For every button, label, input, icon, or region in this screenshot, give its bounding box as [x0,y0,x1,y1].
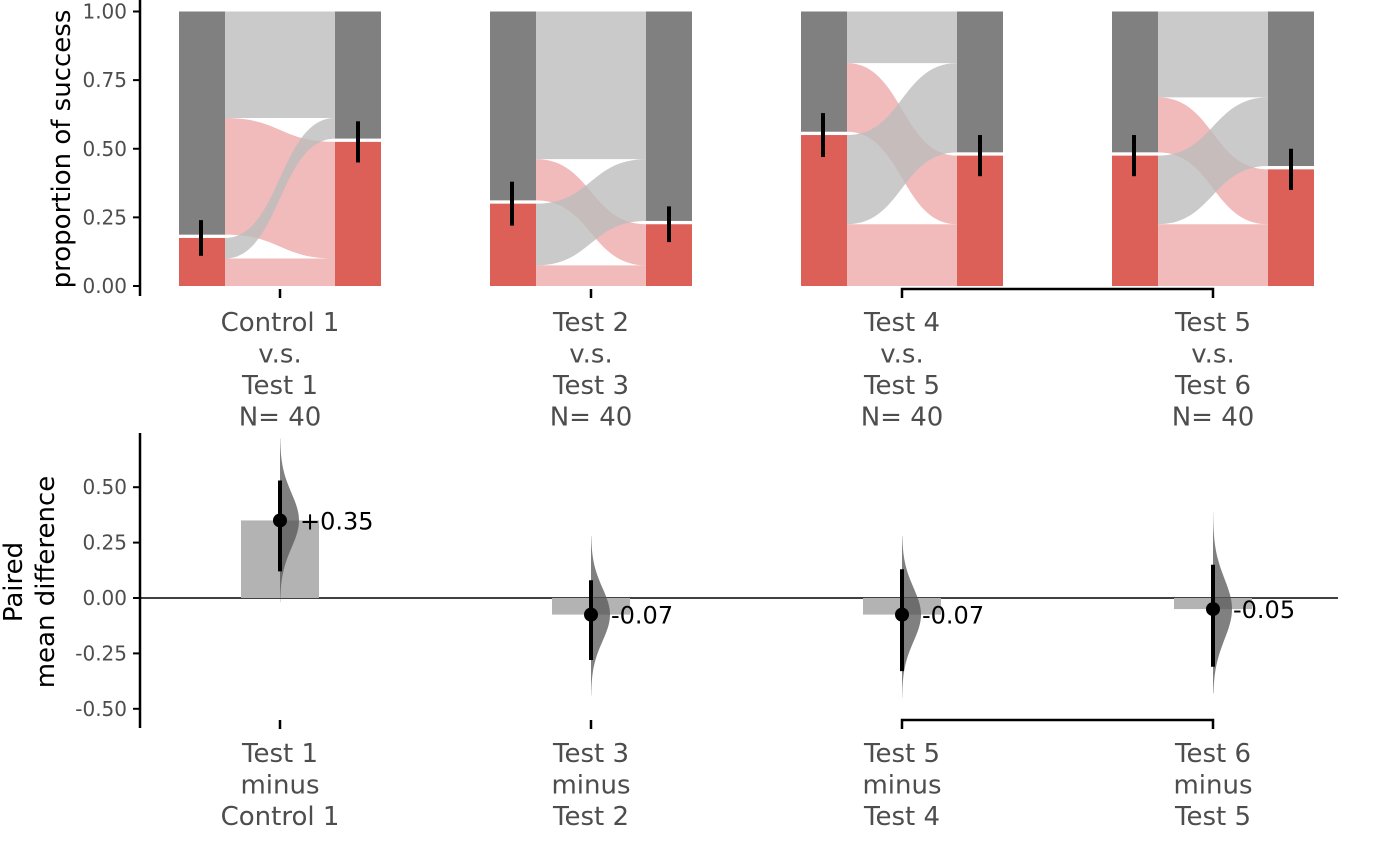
bootstrap-distribution [1213,511,1232,694]
top-y-tick-label: 1.00 [82,0,127,24]
bottom-y-tick-label: -0.50 [75,697,127,721]
bottom-y-axis-title-line-1: Paired [0,542,29,622]
effect-size-label: -0.07 [922,602,984,630]
effect-point [895,607,909,622]
bottom-x-tick-label: minus [862,771,941,801]
bottom-y-tick-label: 0.50 [82,475,127,499]
bottom-x-tick-label: Control 1 [221,802,340,832]
bottom-x-tick-label: Test 5 [1174,802,1251,832]
effect-size-label: +0.35 [300,507,374,535]
bottom-x-tick-label: Test 4 [863,802,940,832]
top-y-tick-label: 0.50 [82,137,127,161]
bottom-x-tick-label: Test 3 [552,739,629,769]
top-y-tick-label: 0.25 [82,205,127,229]
top-x-tick-label: N= 40 [550,403,633,433]
bar-after-failure [646,11,692,221]
effect-point [584,607,598,622]
flow-success-to-failure [1158,97,1268,225]
flow-success-to-failure [847,63,957,225]
effect-size-label: -0.05 [1233,596,1295,624]
top-x-tick-label: Control 1 [221,308,340,338]
effect-size-label: -0.07 [611,602,673,630]
top-x-tick-label: v.s. [258,340,301,370]
top-x-tick-label: Test 3 [552,371,629,401]
bar-before-success [1112,155,1158,286]
top-bracket [900,287,1215,298]
top-x-tick-label: Test 4 [863,308,940,338]
bootstrap-distribution [591,535,610,696]
top-y-tick-label: 0.75 [82,68,127,92]
top-x-tick-label: v.s. [1191,340,1234,370]
bar-after-success [335,141,381,286]
flow-success-to-failure [225,118,335,259]
flow-failure-to-failure [225,11,335,119]
bottom-y-tick-label: 0.00 [82,586,127,610]
top-x-tick-label: Test 5 [1174,308,1251,338]
bar-before-success [801,135,847,286]
bar-before-failure [179,11,225,235]
flow-success-to-success [536,265,646,286]
bottom-x-tick-label: Test 1 [241,739,318,769]
top-x-tick-label: Test 1 [241,371,318,401]
top-x-tick-label: v.s. [880,340,923,370]
flow-failure-to-failure [536,11,646,160]
effect-point [273,513,287,528]
top-y-tick-label: 0.00 [82,274,127,298]
flow-success-to-success [1158,224,1268,286]
top-x-tick-label: Test 5 [863,371,940,401]
bar-before-failure [801,11,847,132]
bar-before-failure [490,11,536,201]
top-x-tick-label: Test 6 [1174,371,1251,401]
bottom-x-tick-label: Test 2 [552,802,629,832]
bootstrap-distribution [280,438,299,603]
bar-after-failure [957,11,1003,153]
bottom-y-tick-label: 0.25 [82,531,127,555]
bottom-y-tick-label: -0.25 [75,641,127,665]
bottom-bracket [900,718,1215,729]
top-x-tick-label: N= 40 [239,403,322,433]
top-x-tick-label: Test 2 [552,308,629,338]
top-x-tick-label: N= 40 [1172,403,1255,433]
bar-after-failure [1268,11,1314,167]
bootstrap-distribution [902,535,921,698]
top-x-tick-label: v.s. [569,340,612,370]
bottom-x-tick-label: minus [1173,771,1252,801]
bottom-y-axis-title-line-2: mean difference [31,476,61,689]
flow-failure-to-failure [1158,11,1268,98]
top-y-axis-title: proportion of success [47,10,77,289]
bottom-x-tick-label: Test 5 [863,739,940,769]
bottom-x-tick-label: minus [551,771,630,801]
effect-point [1206,602,1220,617]
bar-after-failure [335,11,381,139]
bottom-x-tick-label: Test 6 [1174,739,1251,769]
flow-success-to-success [847,224,957,286]
top-x-tick-label: N= 40 [861,403,944,433]
flow-success-to-success [225,258,335,286]
bar-before-failure [1112,11,1158,153]
bottom-x-tick-label: minus [240,771,319,801]
flow-success-to-failure [536,159,646,266]
bar-after-success [957,155,1003,286]
flow-failure-to-failure [847,11,957,64]
